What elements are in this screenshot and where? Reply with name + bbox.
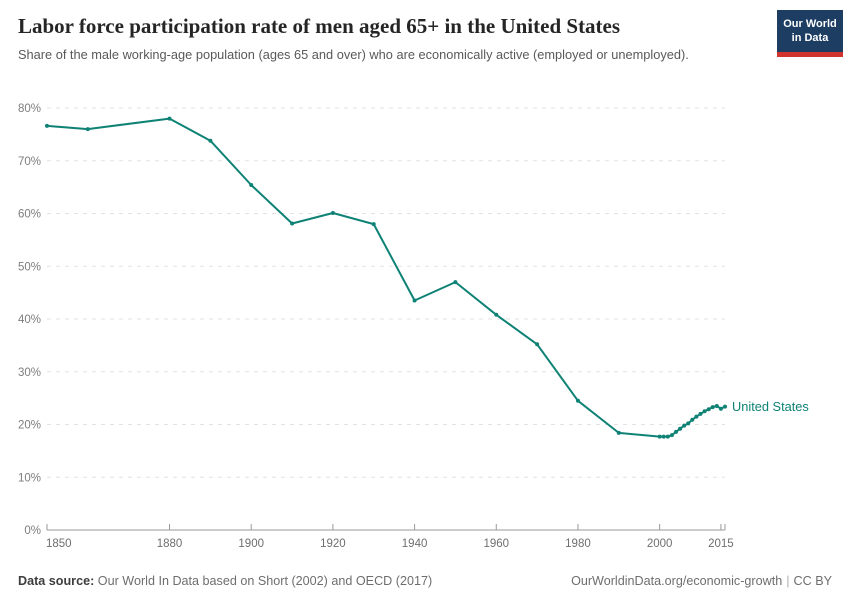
x-tick-label: 2000	[647, 538, 673, 550]
y-tick-label: 10%	[18, 472, 41, 484]
data-point[interactable]	[167, 116, 172, 121]
y-tick-label: 40%	[18, 314, 41, 326]
y-tick-label: 30%	[18, 367, 41, 379]
license-cc-by[interactable]: CC BY	[793, 574, 833, 588]
data-point[interactable]	[710, 405, 715, 410]
data-point[interactable]	[371, 222, 376, 227]
data-point[interactable]	[290, 221, 295, 226]
data-point[interactable]	[576, 398, 580, 403]
x-tick-label: 1940	[402, 538, 428, 550]
data-point[interactable]	[412, 298, 417, 303]
chart-footer: Data source: Our World In Data based on …	[18, 574, 832, 588]
x-tick-label: 1850	[46, 538, 72, 550]
owid-logo[interactable]: Our World in Data	[777, 10, 843, 57]
data-source-text: Our World In Data based on Short (2002) …	[97, 574, 433, 588]
data-point[interactable]	[249, 183, 254, 187]
y-tick-label: 0%	[24, 525, 41, 537]
line-chart[interactable]: 0% 10% 20% 30% 40% 50% 60% 70% 80% 1850 1880 1900 19…	[0, 0, 850, 558]
footer-links: OurWorldinData.org/economic-growth | CC BY	[571, 574, 832, 588]
data-point[interactable]	[674, 429, 678, 434]
y-tick-label: 20%	[18, 420, 41, 432]
data-point[interactable]	[718, 406, 723, 411]
chart-header: Labor force participation rate of men ag…	[18, 14, 760, 64]
data-point[interactable]	[723, 404, 727, 409]
y-tick-label: 60%	[18, 209, 41, 221]
data-point[interactable]	[45, 123, 49, 128]
data-point[interactable]	[690, 417, 695, 422]
data-point[interactable]	[85, 127, 90, 132]
data-point[interactable]	[686, 421, 691, 426]
data-source-label: Data source:	[18, 574, 95, 588]
data-point[interactable]	[661, 434, 666, 439]
y-tick-label: 80%	[18, 103, 41, 115]
chart-title: Labor force participation rate of men ag…	[18, 14, 621, 38]
data-point[interactable]	[714, 404, 719, 408]
x-tick-label: 1920	[320, 538, 346, 550]
data-point[interactable]	[330, 211, 335, 215]
owid-logo-line1: Our World	[783, 18, 837, 30]
data-point[interactable]	[669, 433, 674, 438]
footer-separator: |	[786, 574, 790, 588]
data-point[interactable]	[535, 342, 540, 347]
data-point[interactable]	[698, 411, 703, 416]
data-source: Data source: Our World In Data based on …	[18, 574, 432, 588]
x-tick-label: 2015	[708, 538, 734, 550]
data-point[interactable]	[453, 280, 458, 285]
x-tick-label: 1900	[238, 538, 264, 550]
data-point[interactable]	[494, 312, 499, 317]
data-point[interactable]	[616, 430, 621, 435]
data-point[interactable]	[208, 138, 213, 143]
data-point[interactable]	[706, 407, 711, 412]
x-tick-label: 1960	[483, 538, 509, 550]
data-point[interactable]	[678, 426, 683, 431]
data-point[interactable]	[657, 434, 662, 439]
owid-url-link[interactable]: OurWorldinData.org/economic-growth	[571, 574, 783, 588]
data-point[interactable]	[665, 434, 670, 439]
x-tick-label: 1880	[157, 538, 183, 550]
series-end-label[interactable]: United States	[732, 399, 809, 414]
x-tick-label: 1980	[565, 538, 591, 550]
chart-subtitle: Share of the male working-age population…	[18, 47, 689, 63]
y-tick-label: 50%	[18, 261, 41, 273]
series-line[interactable]	[46, 117, 726, 438]
data-point[interactable]	[694, 414, 699, 419]
data-point[interactable]	[682, 423, 687, 428]
owid-logo-line2: in Data	[791, 32, 829, 45]
data-point[interactable]	[702, 409, 707, 414]
y-tick-label: 70%	[18, 156, 41, 168]
